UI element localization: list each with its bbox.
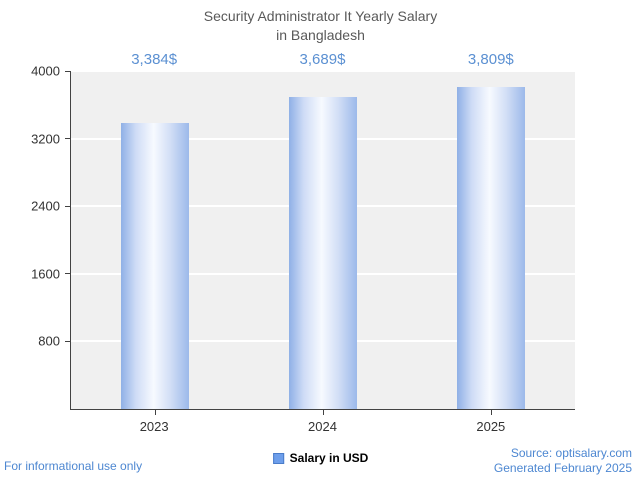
y-axis-label: 2400 (31, 198, 60, 214)
y-axis-label: 3200 (31, 131, 60, 147)
y-tick-mark (65, 340, 70, 342)
chart-row: 800 1600 2400 3200 4000 (31, 64, 575, 415)
chart-title-line2: in Bangladesh (276, 27, 365, 43)
y-tick-mark (65, 138, 70, 140)
y-tick-mark (65, 205, 70, 207)
x-tick-mark (491, 410, 492, 415)
bar-value-label: 3,809$ (467, 51, 514, 68)
bars-row (71, 71, 575, 415)
source-block: Source: optisalary.com Generated Februar… (494, 446, 632, 476)
legend-swatch-icon (272, 452, 284, 464)
bar-2024 (289, 97, 357, 409)
y-axis-label: 800 (38, 333, 60, 349)
bar-column (239, 71, 407, 415)
bar-value-label: 3,689$ (299, 51, 346, 68)
y-tick-mark (65, 273, 70, 275)
bar-2023 (121, 123, 189, 409)
bar-column (71, 71, 239, 415)
chart-title: Security Administrator It Yearly Salary … (0, 7, 641, 45)
x-axis-label: 2025 (476, 419, 506, 434)
source-text: Source: optisalary.com (510, 446, 632, 460)
y-axis-label: 4000 (31, 63, 60, 79)
disclaimer-text: For informational use only (4, 459, 143, 473)
chart-title-line1: Security Administrator It Yearly Salary (203, 8, 438, 24)
x-tick-mark (155, 410, 156, 415)
bar-column (407, 71, 575, 415)
x-axis-label: 2024 (308, 419, 337, 434)
gridline (71, 70, 575, 72)
bar-value-labels: 3,384$ 3,689$ 3,809$ (70, 45, 575, 71)
generated-text: Generated February 2025 (493, 461, 632, 475)
x-tick-mark (323, 410, 324, 415)
legend-label: Salary in USD (289, 451, 369, 465)
y-axis-label: 1600 (31, 266, 60, 282)
bar-2025 (457, 87, 525, 409)
y-tick-mark (65, 70, 70, 72)
bar-value-label: 3,384$ (131, 51, 178, 68)
legend: Salary in USD (272, 451, 369, 465)
x-axis-label: 2023 (139, 419, 169, 434)
plot-area: 800 1600 2400 3200 4000 (31, 64, 575, 415)
x-axis-labels: 2023 2024 2025 (70, 419, 575, 434)
